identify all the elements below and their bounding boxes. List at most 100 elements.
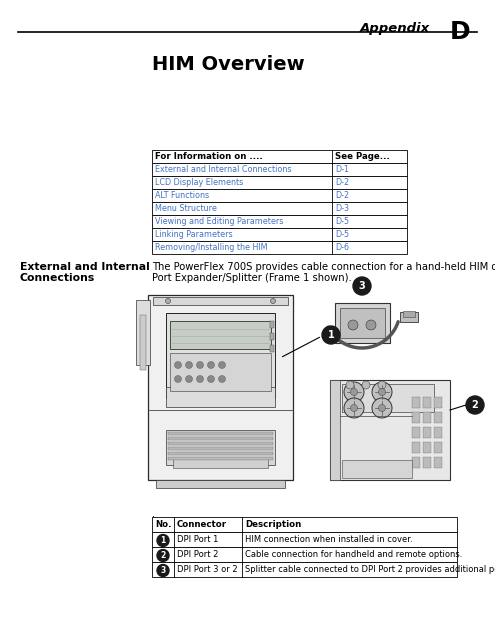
Text: D-5: D-5 — [335, 217, 349, 226]
Text: D-2: D-2 — [335, 178, 349, 187]
Text: .: . — [152, 509, 155, 519]
Bar — [152, 228, 407, 241]
Bar — [423, 442, 431, 453]
Bar — [152, 562, 457, 577]
Circle shape — [270, 298, 276, 303]
Text: Removing/Installing the HIM: Removing/Installing the HIM — [155, 243, 267, 252]
Bar — [152, 532, 457, 547]
Text: No.: No. — [155, 520, 171, 529]
Text: Cable connection for handheld and remote options.: Cable connection for handheld and remote… — [245, 550, 462, 559]
Circle shape — [366, 320, 376, 330]
Bar — [136, 300, 150, 365]
Text: D-2: D-2 — [335, 191, 349, 200]
Bar — [434, 457, 442, 468]
Text: 2: 2 — [160, 551, 166, 560]
Bar — [434, 397, 442, 408]
Text: D-6: D-6 — [335, 243, 349, 252]
Bar — [423, 427, 431, 438]
Circle shape — [186, 362, 193, 369]
Circle shape — [379, 388, 386, 396]
Circle shape — [344, 398, 364, 418]
Circle shape — [372, 398, 392, 418]
Circle shape — [207, 376, 214, 383]
Bar — [270, 321, 274, 328]
Text: D: D — [449, 20, 470, 44]
Text: 2: 2 — [472, 400, 478, 410]
Bar — [168, 432, 273, 435]
Circle shape — [350, 404, 357, 412]
Bar — [342, 384, 434, 412]
Circle shape — [353, 277, 371, 295]
Circle shape — [175, 376, 182, 383]
Circle shape — [157, 534, 169, 547]
Bar — [140, 315, 146, 370]
Bar — [434, 427, 442, 438]
Bar — [330, 380, 340, 480]
Bar — [423, 457, 431, 468]
Text: Linking Parameters: Linking Parameters — [155, 230, 233, 239]
Text: Port Expander/Splitter (Frame 1 shown).: Port Expander/Splitter (Frame 1 shown). — [152, 273, 352, 283]
Bar — [168, 447, 273, 450]
Text: External and Internal: External and Internal — [20, 262, 150, 272]
Bar — [423, 397, 431, 408]
Text: 1: 1 — [328, 330, 335, 340]
Bar — [152, 176, 407, 189]
Bar — [170, 353, 271, 391]
Text: The PowerFlex 700S provides cable connection for a hand-held HIM or: The PowerFlex 700S provides cable connec… — [152, 262, 495, 272]
Text: LCD Display Elements: LCD Display Elements — [155, 178, 243, 187]
Text: D-5: D-5 — [335, 230, 349, 239]
Bar — [152, 150, 407, 163]
Text: HIM Overview: HIM Overview — [152, 55, 304, 74]
Bar — [168, 442, 273, 445]
Circle shape — [157, 550, 169, 561]
Bar — [152, 215, 407, 228]
Circle shape — [157, 564, 169, 577]
Bar — [152, 202, 407, 215]
Circle shape — [350, 388, 357, 396]
Bar — [335, 303, 390, 343]
Circle shape — [197, 376, 203, 383]
Text: Description: Description — [245, 520, 301, 529]
Text: DPI Port 3 or 2: DPI Port 3 or 2 — [177, 565, 238, 574]
Bar — [412, 427, 420, 438]
Text: Connector: Connector — [177, 520, 227, 529]
Bar — [166, 387, 275, 407]
Bar — [168, 457, 273, 460]
Text: Connections: Connections — [20, 273, 95, 283]
Text: DPI Port 1: DPI Port 1 — [177, 535, 218, 544]
Bar — [400, 312, 418, 322]
Circle shape — [175, 362, 182, 369]
Bar — [153, 297, 288, 305]
Bar — [434, 442, 442, 453]
Text: Viewing and Editing Parameters: Viewing and Editing Parameters — [155, 217, 283, 226]
Bar — [166, 430, 275, 465]
Bar — [173, 459, 268, 468]
Bar — [168, 437, 273, 440]
Circle shape — [186, 376, 193, 383]
Text: 3: 3 — [358, 281, 365, 291]
Text: ALT Functions: ALT Functions — [155, 191, 209, 200]
Text: See Page...: See Page... — [335, 152, 390, 161]
Circle shape — [466, 396, 484, 414]
Bar — [342, 460, 412, 478]
Text: 1: 1 — [160, 536, 166, 545]
Text: HIM connection when installed in cover.: HIM connection when installed in cover. — [245, 535, 413, 544]
Bar — [168, 452, 273, 455]
Bar — [156, 480, 285, 488]
Circle shape — [372, 382, 392, 402]
Bar — [152, 163, 407, 176]
Text: D-1: D-1 — [335, 165, 349, 174]
Text: Splitter cable connected to DPI Port 2 provides additional port.: Splitter cable connected to DPI Port 2 p… — [245, 565, 495, 574]
Circle shape — [207, 362, 214, 369]
Bar — [152, 189, 407, 202]
Bar — [403, 311, 415, 317]
Text: 3: 3 — [160, 566, 166, 575]
Bar — [270, 345, 274, 352]
Bar — [148, 295, 293, 480]
Circle shape — [218, 376, 226, 383]
Text: Appendix: Appendix — [360, 22, 430, 35]
Circle shape — [378, 381, 386, 389]
Bar — [340, 308, 385, 338]
Circle shape — [165, 298, 170, 303]
Bar — [152, 547, 457, 562]
